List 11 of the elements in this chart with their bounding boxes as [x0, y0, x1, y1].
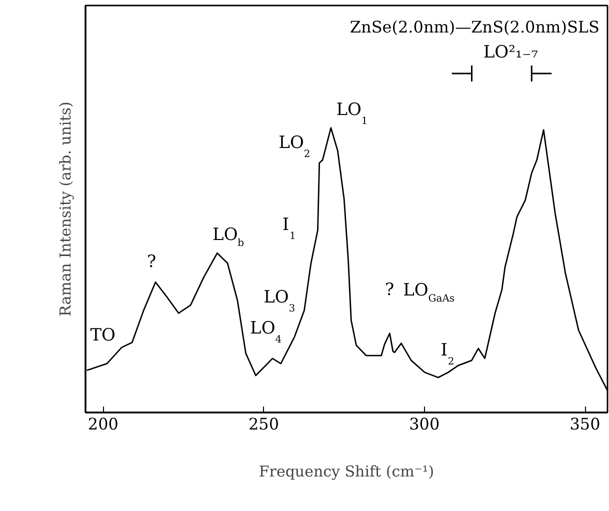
- annotation: ?: [146, 252, 156, 272]
- annotation: ?: [384, 280, 394, 300]
- x-axis-title: Frequency Shift (cm⁻¹): [258, 462, 434, 480]
- x-tick-label: 200: [88, 414, 118, 434]
- x-tick-label: 250: [248, 414, 280, 434]
- text: LO²₁₋₇: [483, 42, 538, 62]
- x-tick-label: 300: [409, 414, 440, 434]
- annotation: TO: [90, 325, 116, 346]
- x-tick-label: 350: [570, 414, 600, 434]
- chart-title: ZnSe(2.0nm)—ZnS(2.0nm)SLS: [350, 18, 600, 36]
- y-axis-title: Raman Intensity (arb. units): [56, 102, 74, 316]
